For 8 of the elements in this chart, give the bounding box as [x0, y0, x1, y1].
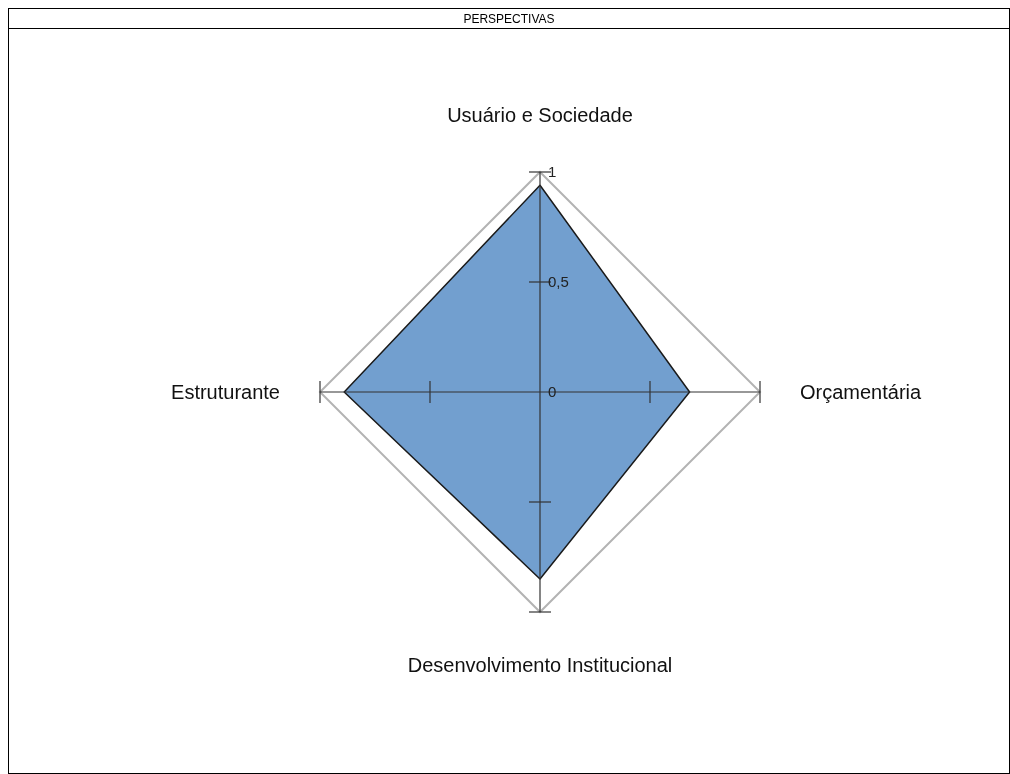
spoke-label: Usuário e Sociedade	[447, 104, 633, 126]
spoke-label: Desenvolvimento Institucional	[407, 654, 673, 676]
spoke-label: Orçamentária	[800, 381, 923, 403]
y-tick-label: 0,5	[548, 273, 569, 291]
chart-title: PERSPECTIVAS	[463, 12, 555, 27]
y-tick-label: 0	[548, 383, 557, 401]
y-tick-label: 1	[548, 163, 557, 181]
spoke-label: Estruturante	[171, 381, 280, 403]
